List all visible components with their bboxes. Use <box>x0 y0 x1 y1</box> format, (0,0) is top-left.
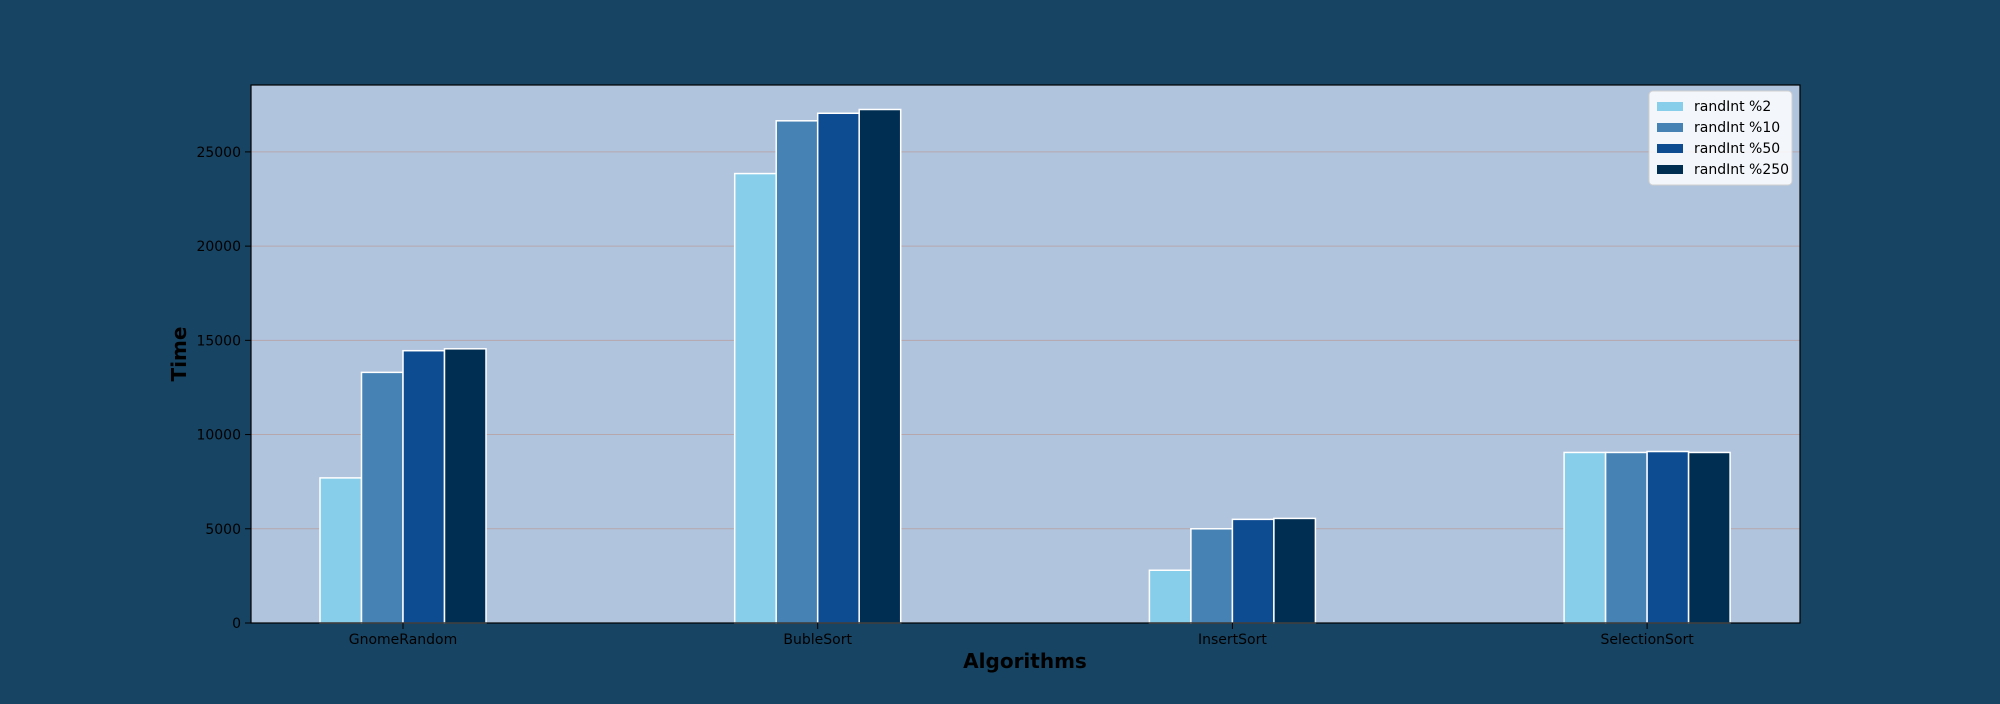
legend-label: randInt %10 <box>1694 120 1780 136</box>
bar <box>1231 518 1275 624</box>
grid-lines <box>251 151 1800 530</box>
bar <box>1604 451 1648 624</box>
legend-swatch <box>1657 123 1683 132</box>
legend-label: randInt %50 <box>1694 141 1780 157</box>
bar <box>1273 517 1317 624</box>
x-tick-label: GnomeRandom <box>349 632 458 648</box>
legend-swatch <box>1657 165 1683 174</box>
plot-frame <box>250 84 1801 624</box>
bar <box>858 108 902 624</box>
bar <box>1687 451 1731 624</box>
y-tick-label: 25000 <box>196 145 241 161</box>
legend: randInt %2 randInt %10 randInt %50 randInt … <box>1648 90 1793 186</box>
bar <box>319 477 363 624</box>
legend-swatch <box>1657 102 1683 111</box>
bar <box>1646 450 1690 624</box>
legend-label: randInt %2 <box>1694 99 1771 115</box>
bars <box>319 108 1731 624</box>
y-tick-label: 0 <box>232 616 241 632</box>
x-tick-label: InsertSort <box>1198 632 1267 648</box>
y-axis-label: Time <box>167 327 191 382</box>
bar <box>1148 569 1192 624</box>
legend-swatch <box>1657 144 1683 153</box>
bar <box>1190 528 1234 624</box>
plot-area <box>251 85 1800 623</box>
bar <box>733 172 777 624</box>
y-tick-label: 20000 <box>196 239 241 255</box>
x-tick-label: SelectionSort <box>1600 632 1694 648</box>
y-tick-label: 5000 <box>205 522 241 538</box>
bar <box>816 112 860 624</box>
legend-box <box>1648 90 1793 186</box>
bar <box>360 371 404 624</box>
bar <box>402 349 446 624</box>
x-axis-label: Algorithms <box>963 649 1087 673</box>
y-axis: 0 5000 10000 15000 20000 25000 <box>196 145 251 632</box>
legend-label: randInt %250 <box>1694 162 1789 178</box>
bar <box>775 120 819 624</box>
bar <box>443 348 487 624</box>
bar <box>1563 451 1607 624</box>
y-tick-label: 15000 <box>196 333 241 349</box>
y-tick-label: 10000 <box>196 428 241 444</box>
x-tick-label: BubleSort <box>783 632 852 648</box>
x-axis: GnomeRandom BubleSort InsertSort SelectionS… <box>349 623 1694 648</box>
